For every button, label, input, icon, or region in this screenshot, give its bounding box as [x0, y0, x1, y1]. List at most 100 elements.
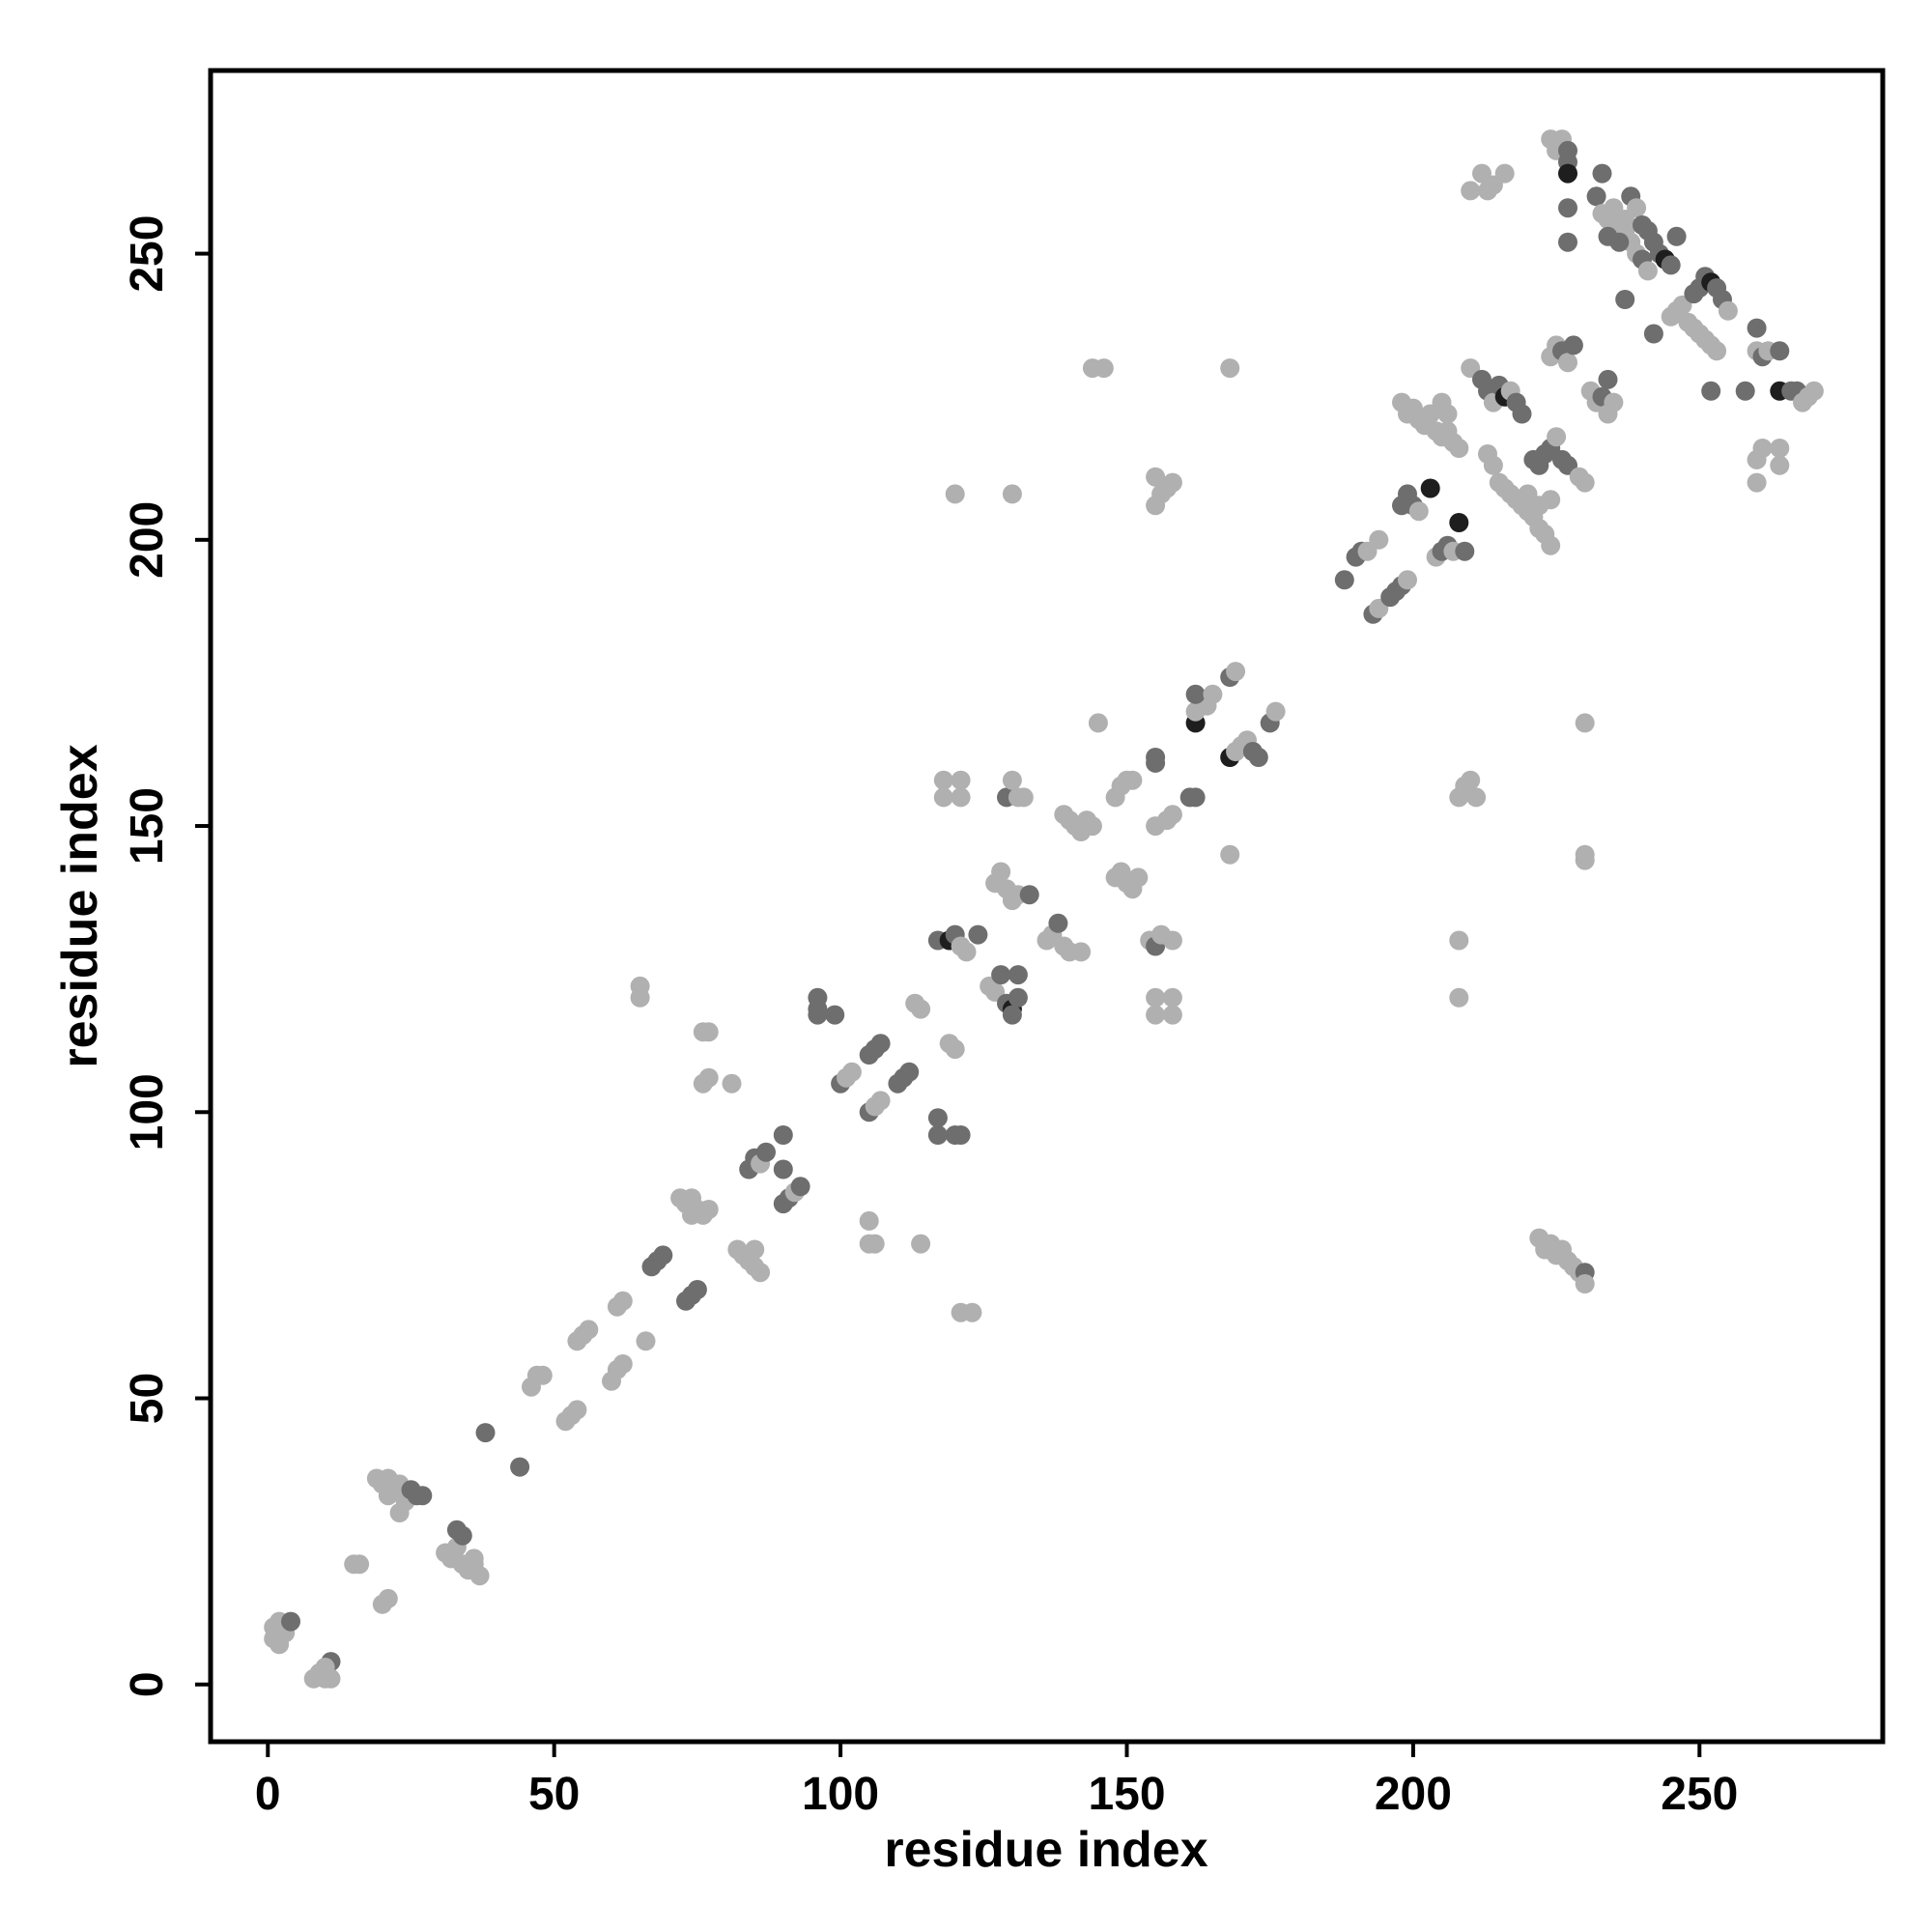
data-point-38: [510, 1457, 530, 1477]
data-point-11: [315, 1658, 335, 1677]
y-axis: 0 50 100 150 200 250: [122, 215, 211, 1697]
data-point-36: [464, 1554, 484, 1575]
data-point-333: [1637, 261, 1658, 281]
data-point-115: [927, 1108, 948, 1128]
data-point-375: [1770, 455, 1790, 475]
data-point-249: [1461, 770, 1481, 790]
data-point-322: [1598, 369, 1618, 389]
y-tick-label-3: 150: [122, 787, 173, 865]
data-point-281: [1541, 490, 1561, 510]
data-point-135: [1008, 965, 1028, 985]
data-point-227: [1420, 478, 1440, 498]
data-point-164: [1094, 358, 1114, 379]
data-point-323: [1586, 186, 1606, 207]
data-point-316: [1558, 232, 1577, 252]
data-point-130: [991, 965, 1011, 985]
data-point-205: [1248, 748, 1268, 767]
data-point-124: [956, 942, 977, 962]
data-point-99: [870, 1091, 891, 1111]
data-point-365: [1735, 381, 1755, 401]
data-point-37: [475, 1423, 496, 1443]
data-point-141: [1019, 885, 1039, 905]
data-point-134: [1008, 987, 1028, 1008]
x-tick-label-4: 200: [1375, 1769, 1452, 1820]
data-point-180: [1162, 1005, 1182, 1025]
data-point-238: [1449, 439, 1469, 458]
data-point-31: [452, 1525, 472, 1546]
data-point-347: [1643, 324, 1663, 344]
data-point-207: [1265, 701, 1286, 722]
data-point-147: [1002, 770, 1022, 790]
data-point-373: [1747, 472, 1767, 493]
data-point-79: [745, 1239, 765, 1260]
x-axis: 0 50 100 150 200 250: [255, 1742, 1738, 1820]
data-point-102: [870, 1034, 891, 1054]
data-point-366: [1747, 318, 1767, 338]
data-point-96: [841, 1062, 862, 1082]
data-point-254: [1461, 181, 1481, 201]
data-point-78: [751, 1263, 771, 1283]
data-point-335: [1609, 232, 1630, 252]
data-point-356: [1707, 341, 1727, 361]
data-point-210: [1220, 844, 1240, 865]
data-point-162: [1088, 713, 1108, 733]
data-point-144: [951, 787, 971, 808]
data-point-266: [1512, 404, 1532, 424]
data-point-70: [698, 1067, 719, 1088]
data-point-155: [1071, 942, 1092, 962]
data-point-93: [825, 1005, 845, 1025]
data-point-370: [1770, 341, 1790, 361]
data-point-133: [1002, 1005, 1022, 1025]
data-point-47: [579, 1320, 599, 1340]
data-point-245: [1449, 513, 1469, 532]
data-point-87: [790, 1177, 810, 1197]
y-tick-label-0: 0: [122, 1671, 173, 1697]
data-point-211: [1220, 358, 1240, 379]
data-point-92: [808, 1005, 828, 1025]
data-point-107: [865, 1234, 885, 1254]
data-point-363: [1718, 300, 1738, 321]
data-point-5: [270, 1634, 290, 1655]
data-point-250: [1466, 787, 1487, 808]
x-tick-label-5: 250: [1661, 1769, 1738, 1820]
data-point-321: [1604, 392, 1624, 412]
data-point-338: [1627, 198, 1647, 218]
data-point-52: [612, 1291, 633, 1311]
data-point-199: [1203, 684, 1223, 704]
data-point-119: [962, 1302, 982, 1322]
data-point-372: [1752, 439, 1773, 458]
data-point-126: [945, 484, 965, 504]
y-axis-title: residue index: [52, 744, 108, 1067]
data-point-252: [1449, 987, 1469, 1008]
data-point-222: [1398, 570, 1417, 590]
data-point-113: [945, 1039, 965, 1060]
data-point-15: [378, 1588, 398, 1608]
data-point-145: [951, 770, 971, 790]
data-point-305: [1563, 335, 1583, 355]
data-point-184: [1162, 805, 1182, 825]
x-tick-label-2: 100: [802, 1769, 879, 1820]
data-point-88: [773, 1125, 793, 1145]
data-point-278: [1541, 535, 1561, 555]
data-point-258: [1478, 181, 1497, 201]
x-tick-label-1: 50: [528, 1769, 580, 1820]
data-point-209: [1226, 662, 1246, 682]
data-point-72: [698, 1022, 719, 1042]
data-point-286: [1547, 427, 1567, 447]
data-point-198: [1185, 684, 1206, 704]
x-tick-label-0: 0: [255, 1769, 281, 1820]
y-tick-label-4: 200: [122, 501, 173, 579]
y-tick-label-1: 50: [122, 1373, 173, 1424]
points-layer: [264, 129, 1824, 1689]
data-point-268: [1483, 455, 1503, 475]
y-tick-label-2: 100: [122, 1073, 173, 1151]
data-point-111: [911, 999, 931, 1019]
data-point-109: [911, 1234, 931, 1254]
data-point-308: [1575, 850, 1595, 870]
data-point-226: [1408, 501, 1429, 522]
data-point-240: [1437, 404, 1458, 424]
data-point-188: [1185, 787, 1206, 808]
data-point-300: [1575, 1274, 1595, 1293]
data-point-23: [389, 1503, 410, 1522]
